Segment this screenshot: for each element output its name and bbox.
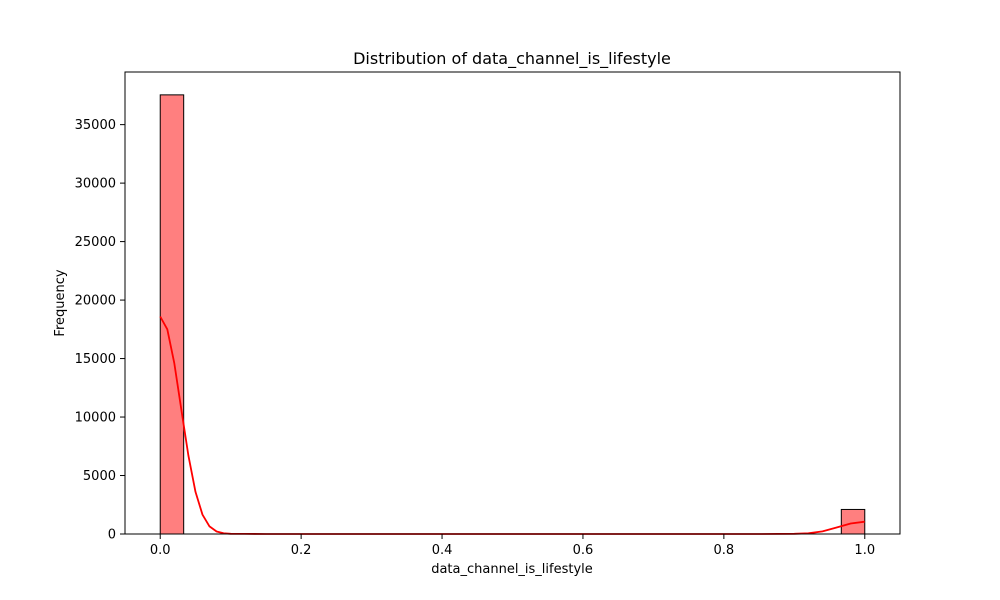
- y-tick-label: 0: [108, 528, 116, 543]
- y-tick-label: 20000: [75, 294, 116, 309]
- y-axis: 0 5000 10000 15000 20000 25000 30000 35000: [75, 118, 125, 543]
- x-tick-label: 0.6: [573, 543, 594, 558]
- y-tick-label: 5000: [83, 469, 116, 484]
- y-tick-label: 30000: [75, 177, 116, 192]
- x-tick-label: 0.8: [714, 543, 735, 558]
- x-tick-label: 0.4: [432, 543, 453, 558]
- y-tick-label: 25000: [75, 235, 116, 250]
- kde-curve: [159, 316, 865, 535]
- x-axis: 0.0 0.2 0.4 0.6 0.8 1.0: [150, 534, 875, 558]
- y-tick-label: 35000: [75, 118, 116, 133]
- histogram-bar-0: [159, 94, 185, 535]
- x-tick-label: 0.0: [150, 543, 171, 558]
- plot-area: [159, 94, 866, 535]
- y-tick-label: 15000: [75, 352, 116, 367]
- y-axis-label: Frequency: [53, 269, 68, 336]
- x-tick-label: 1.0: [854, 543, 875, 558]
- x-axis-label: data_channel_is_lifestyle: [431, 562, 593, 577]
- plot-frame: [124, 71, 901, 535]
- y-tick-label: 10000: [75, 411, 116, 426]
- x-tick-label: 0.2: [291, 543, 312, 558]
- chart-title: Distribution of data_channel_is_lifestyl…: [353, 49, 671, 69]
